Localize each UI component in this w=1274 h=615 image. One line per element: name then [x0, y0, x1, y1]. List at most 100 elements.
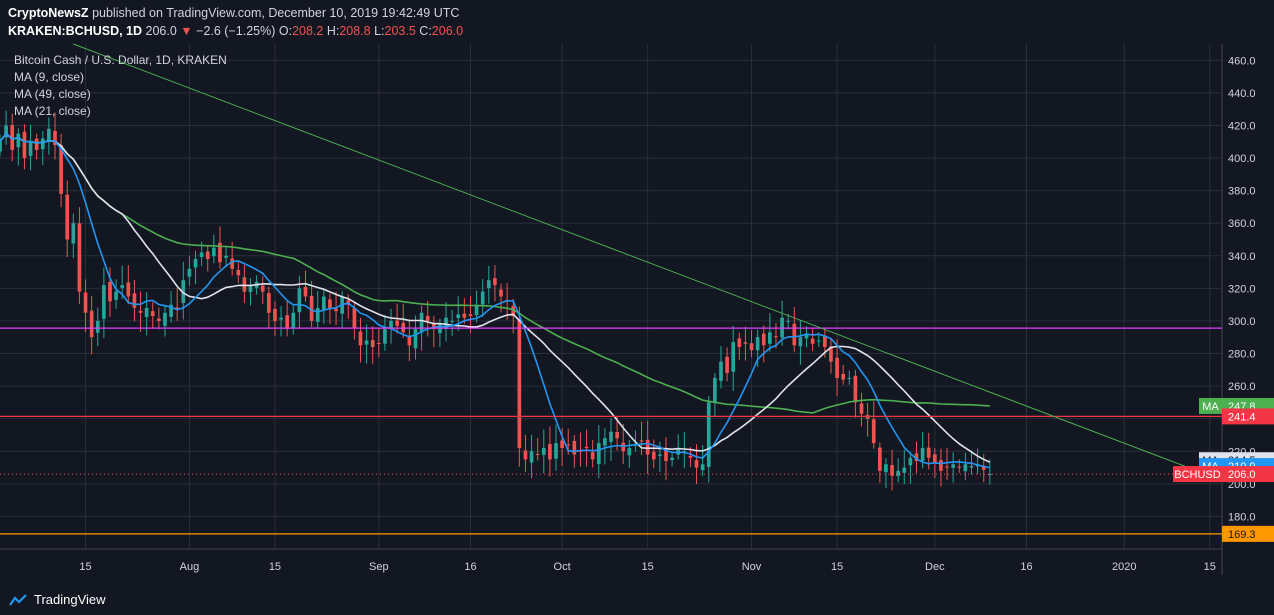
candle-body	[425, 315, 430, 321]
low-value: 203.5	[384, 24, 416, 38]
candle-body	[535, 453, 540, 455]
candle-body	[810, 338, 815, 344]
candle-body	[260, 285, 265, 292]
x-tick-label: 15	[831, 561, 843, 573]
candle-body	[566, 444, 571, 446]
candle-body	[346, 300, 351, 305]
candle-body	[853, 375, 858, 403]
price-label-value: 169.3	[1228, 529, 1256, 541]
open-value: 208.2	[292, 24, 324, 38]
candle-body	[981, 466, 986, 470]
candle-body	[798, 337, 803, 347]
price-label-box	[1222, 408, 1274, 425]
candle-body	[596, 443, 601, 465]
chart-legend: Bitcoin Cash / U.S. Dollar, 1D, KRAKEN M…	[14, 52, 227, 120]
candle-body	[321, 296, 326, 311]
last-price: 206.0	[145, 24, 177, 38]
candle-body	[303, 286, 308, 297]
y-tick-label: 400.0	[1228, 153, 1256, 165]
ma-49-line	[0, 132, 990, 414]
legend-ma-49[interactable]: MA (49, close)	[14, 87, 91, 101]
candle-body	[291, 312, 296, 329]
candle-body	[957, 466, 962, 468]
y-tick-label: 420.0	[1228, 120, 1256, 132]
candle-body	[939, 460, 943, 471]
candle-body	[273, 308, 277, 321]
candle-body	[615, 432, 619, 439]
candle-body	[670, 457, 674, 461]
candle-body	[627, 448, 632, 456]
candle-body	[932, 454, 937, 463]
legend-ma-9[interactable]: MA (9, close)	[14, 70, 85, 84]
candle-body	[664, 449, 668, 462]
candle-body	[768, 332, 772, 344]
candle-body	[792, 323, 797, 346]
candle-body	[920, 448, 925, 461]
candle-body	[749, 343, 754, 351]
published-text: published on TradingView.com, December 1…	[92, 6, 460, 20]
y-tick-label: 360.0	[1228, 218, 1256, 230]
candle-body	[40, 138, 45, 150]
candle-body	[95, 320, 100, 333]
x-tick-label: 16	[464, 561, 476, 573]
candle-body	[0, 141, 2, 152]
candle-body	[450, 320, 454, 322]
candle-body	[218, 242, 222, 263]
x-tick-label: 2020	[1112, 561, 1136, 573]
candle-body	[902, 467, 907, 473]
price-label-tag-text: MA	[1202, 401, 1219, 413]
candle-body	[138, 310, 143, 313]
candle-body	[230, 258, 235, 269]
candle-body	[47, 128, 51, 142]
candle-body	[413, 329, 418, 349]
candle-body	[358, 331, 363, 346]
publisher-name[interactable]: CryptoNewsZ	[8, 6, 89, 20]
candle-body	[603, 438, 607, 446]
candle-body	[163, 312, 167, 326]
candle-body	[65, 194, 70, 240]
tradingview-brand: TradingView	[34, 592, 106, 607]
candle-body	[878, 447, 882, 471]
y-tick-label: 280.0	[1228, 349, 1256, 361]
candle-body	[816, 340, 821, 342]
candle-body	[175, 307, 180, 309]
candle-body	[224, 255, 228, 258]
y-tick-label: 460.0	[1228, 55, 1256, 67]
x-tick-label: Nov	[742, 561, 762, 573]
y-tick-label: 440.0	[1228, 88, 1256, 100]
candle-body	[376, 343, 381, 345]
candle-body	[609, 431, 613, 442]
candle-body	[102, 285, 106, 319]
candle-body	[407, 336, 412, 346]
x-tick-label: 15	[79, 561, 91, 573]
legend-ma-21[interactable]: MA (21, close)	[14, 104, 91, 118]
candle-body	[456, 314, 461, 319]
candle-body	[517, 319, 522, 448]
x-tick-label: 15	[642, 561, 654, 573]
legend-title: Bitcoin Cash / U.S. Dollar, 1D, KRAKEN	[14, 53, 227, 67]
x-tick-label: 15	[269, 561, 281, 573]
candle-body	[859, 403, 864, 414]
candle-body	[554, 443, 558, 459]
tradingview-logo-icon	[9, 593, 27, 606]
candle-body	[737, 338, 742, 347]
candle-body	[572, 440, 577, 455]
candle-body	[835, 357, 839, 378]
candle-body	[71, 223, 76, 244]
candle-body	[590, 452, 595, 460]
close-value: 206.0	[431, 24, 464, 38]
candle-body	[474, 304, 479, 316]
candle-body	[28, 141, 33, 156]
candle-body	[444, 317, 448, 329]
candle-body	[10, 125, 15, 150]
candle-body	[22, 131, 27, 159]
high-value: 208.8	[339, 24, 371, 38]
candle-body	[688, 455, 693, 458]
tradingview-footer[interactable]: TradingView	[8, 592, 106, 607]
candle-body	[896, 470, 901, 477]
candle-body	[419, 312, 424, 333]
candle-body	[199, 252, 204, 257]
candle-body	[193, 259, 198, 268]
price-label-tag-text: BCHUSD	[1174, 469, 1221, 481]
